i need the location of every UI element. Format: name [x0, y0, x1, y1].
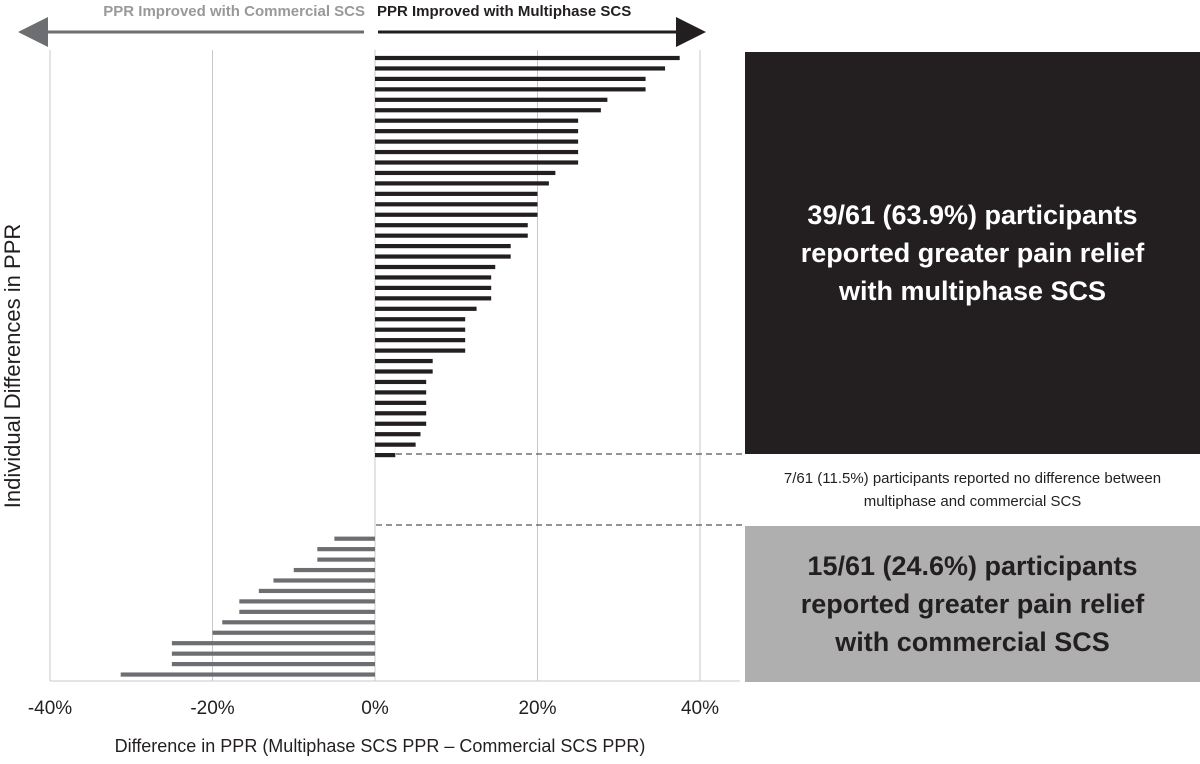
bar — [375, 453, 396, 458]
bar — [375, 55, 680, 61]
bar — [171, 651, 375, 656]
bar — [375, 118, 579, 123]
bar — [375, 191, 538, 196]
x-tick-label: -40% — [28, 698, 72, 719]
bar — [375, 254, 511, 259]
bar — [375, 306, 477, 311]
bar — [375, 369, 433, 374]
bar — [120, 672, 375, 677]
bar — [171, 641, 375, 646]
multiphase-summary-box: 39/61 (63.9%) participants reported grea… — [745, 52, 1200, 454]
no-difference-summary-text: 7/61 (11.5%) participants reported no di… — [783, 470, 1162, 510]
bar — [375, 390, 427, 395]
bar — [375, 400, 427, 405]
bar — [375, 212, 538, 217]
no-difference-summary-box: 7/61 (11.5%) participants reported no di… — [745, 455, 1200, 525]
bar — [375, 296, 492, 301]
bar — [375, 160, 579, 165]
bar — [375, 275, 492, 280]
bar — [375, 432, 421, 437]
bar — [273, 578, 375, 583]
bar — [317, 557, 375, 562]
bar — [375, 202, 538, 207]
commercial-summary-box: 15/61 (24.6%) participants reported grea… — [745, 526, 1200, 682]
bar — [317, 547, 375, 552]
bar — [375, 327, 466, 332]
bar — [375, 129, 579, 134]
x-tick-labels: -40% -20% 0% 20% 40% — [28, 698, 719, 719]
bar — [375, 181, 549, 186]
x-tick-label: -20% — [190, 698, 234, 719]
bar — [375, 170, 556, 176]
bar — [375, 87, 646, 92]
bar — [239, 609, 375, 614]
left-direction-label: PPR Improved with Commercial SCS — [103, 3, 365, 20]
gridlines — [49, 50, 740, 682]
bar — [375, 338, 466, 343]
right-direction-label: PPR Improved with Multiphase SCS — [377, 3, 631, 20]
bar — [375, 358, 433, 364]
no-difference-bracket — [376, 453, 745, 526]
bar — [293, 567, 375, 573]
bar — [375, 379, 427, 385]
bar — [222, 620, 375, 625]
bar — [375, 421, 427, 426]
bars — [120, 55, 680, 677]
bar — [239, 599, 375, 604]
bar — [375, 264, 496, 270]
bar — [375, 244, 511, 249]
bar — [375, 76, 646, 81]
x-tick-label: 40% — [681, 698, 719, 719]
bar — [375, 223, 528, 228]
bar — [334, 536, 375, 541]
commercial-summary-text: 15/61 (24.6%) participants reported grea… — [800, 551, 1145, 657]
multiphase-summary-text: 39/61 (63.9%) participants reported grea… — [800, 200, 1145, 306]
bar — [375, 233, 528, 238]
bar — [375, 149, 579, 155]
bar — [375, 317, 466, 322]
bar — [375, 66, 666, 71]
bar — [171, 662, 375, 667]
bar — [375, 411, 427, 416]
bar — [375, 442, 416, 447]
bar — [375, 348, 466, 353]
bar — [212, 630, 375, 635]
bar — [375, 97, 608, 102]
x-axis-title: Difference in PPR (Multiphase SCS PPR – … — [115, 736, 646, 756]
bar — [375, 108, 601, 113]
bar — [375, 139, 579, 144]
x-tick-label: 0% — [361, 698, 389, 719]
x-tick-label: 20% — [518, 698, 556, 719]
y-axis-title: Individual Differences in PPR — [0, 224, 25, 509]
bar — [258, 588, 375, 594]
bar — [375, 285, 492, 290]
